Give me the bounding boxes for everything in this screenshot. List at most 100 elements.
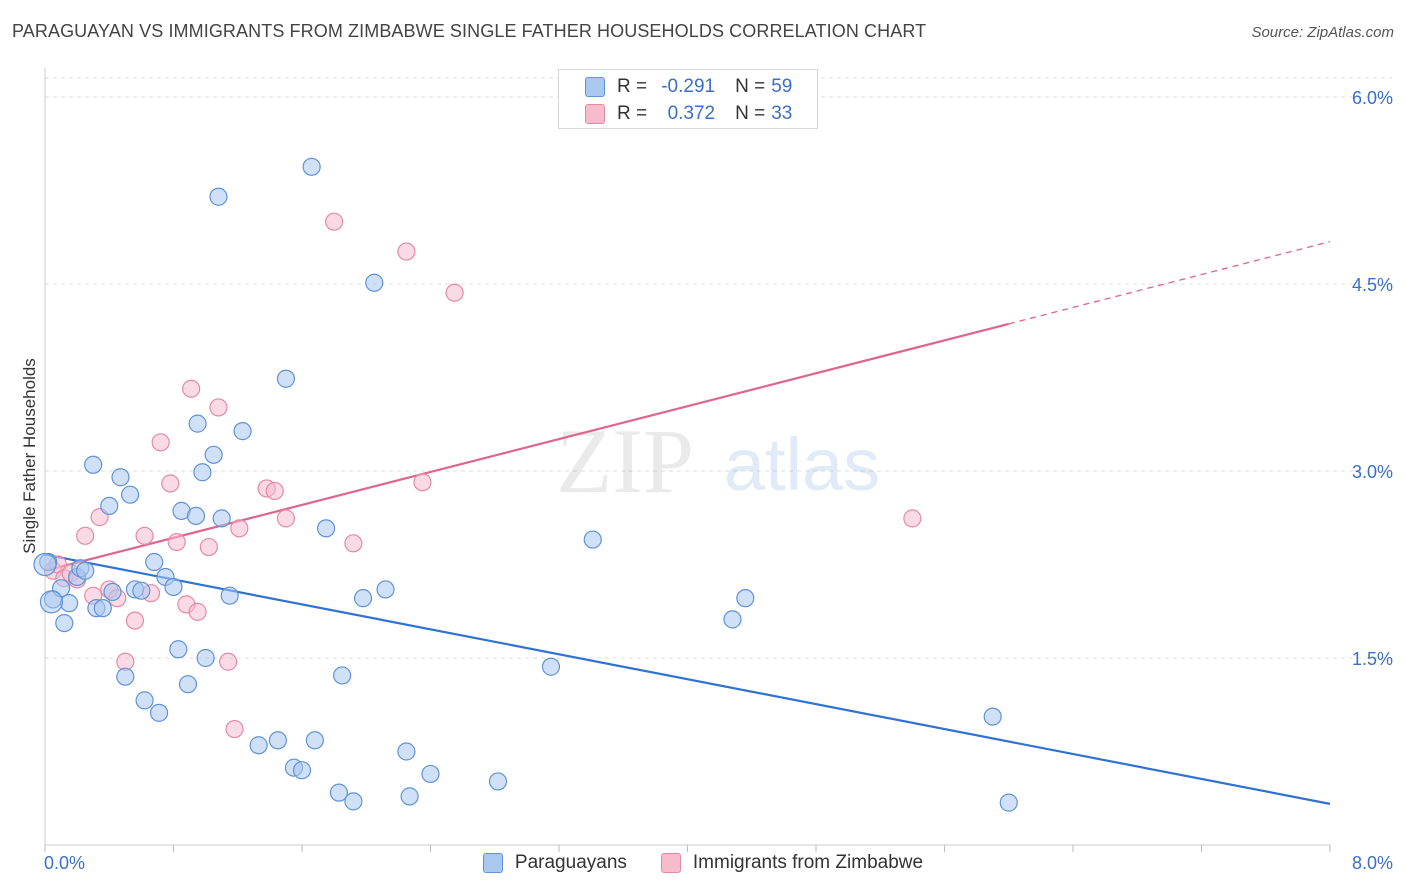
x-tick-label: 0.0%	[44, 853, 85, 873]
paraguayans-point	[249, 736, 268, 755]
legend-n-label: N =	[735, 76, 766, 97]
paraguayans-point	[100, 496, 119, 516]
legend-r-value: -0.291	[661, 76, 716, 97]
series-swatch-pink	[660, 853, 681, 873]
zimbabwe-point	[225, 719, 244, 739]
paraguayans-point	[33, 552, 57, 577]
paraguayans-point	[204, 445, 223, 464]
paraguayans-point	[188, 414, 207, 433]
zimbabwe-point	[413, 473, 432, 492]
legend-swatch-pink	[585, 104, 605, 124]
y-axis-label: Single Father Households	[20, 358, 39, 554]
correlation-legend: R = -0.291 N = 59 R = 0.372 N = 33	[558, 69, 818, 129]
paraguayans-point	[329, 783, 349, 802]
zimbabwe-point	[344, 534, 363, 553]
zimbabwe-point	[199, 537, 218, 557]
zimbabwe-point	[445, 283, 464, 302]
legend-row-zimbabwe: R = 0.372 N = 33	[585, 102, 792, 126]
paraguayans-point	[93, 599, 112, 618]
paraguayans-point	[233, 422, 252, 441]
zimbabwe-point	[903, 509, 922, 528]
paraguayans-point	[212, 509, 231, 528]
y-tick-label: 1.5%	[1352, 649, 1393, 669]
paraguayans-point	[316, 519, 336, 538]
paraguayans-point	[116, 667, 135, 686]
paraguayans-point	[583, 530, 602, 549]
zimbabwe-point	[188, 602, 207, 621]
legend-swatch-blue	[585, 77, 605, 97]
paraguayans-point	[292, 761, 312, 780]
x-tick-label: 8.0%	[1352, 853, 1393, 873]
paraguayans-point	[353, 589, 373, 608]
series-legend: Paraguayans Immigrants from Zimbabwe	[0, 852, 1406, 874]
paraguayans-point	[121, 485, 140, 504]
paraguayans-point	[164, 577, 183, 597]
legend-n-value: 59	[771, 76, 793, 97]
zimbabwe-point	[125, 611, 145, 630]
paraguayans-point	[983, 707, 1002, 726]
paraguayans-point	[488, 772, 508, 791]
paraguayans-point	[135, 691, 154, 710]
zimbabwe-point	[182, 379, 201, 398]
source-credit: Source: ZipAtlas.com	[1251, 24, 1394, 41]
paraguayans-point	[145, 552, 164, 572]
y-tick-label: 3.0%	[1352, 462, 1393, 482]
series-legend-paraguayans[interactable]: Paraguayans	[482, 852, 627, 874]
paraguayans-trend-line	[44, 553, 1331, 805]
series-legend-label: Immigrants from Zimbabwe	[692, 852, 924, 873]
axes	[44, 68, 1331, 852]
paraguayans-point	[541, 657, 561, 676]
tick-labels: 1.5% 3.0% 4.5% 6.0% 0.0% 8.0%	[44, 88, 1393, 873]
zimbabwe-trend-extension	[1008, 240, 1331, 325]
paraguayans-point	[220, 586, 239, 605]
paraguayans-point	[186, 506, 206, 525]
paraguayans-point	[999, 793, 1018, 812]
zimbabwe-point	[135, 526, 154, 545]
zimbabwe-point	[276, 509, 296, 528]
paraguayans-point	[400, 787, 419, 806]
grid-lines	[45, 77, 1392, 659]
zimbabwe-point	[151, 433, 170, 452]
watermark-zip: ZIP	[556, 410, 694, 512]
watermark: ZIP atlas	[556, 410, 880, 512]
zimbabwe-point	[167, 532, 186, 552]
paraguayans-point	[302, 157, 321, 176]
paraguayans-point	[723, 610, 742, 629]
zimbabwe-point	[397, 242, 416, 261]
zimbabwe-point	[219, 652, 238, 671]
legend-n-value: 33	[771, 103, 793, 124]
zimbabwe-point	[161, 474, 180, 493]
zimbabwe-point	[325, 212, 344, 231]
y-tick-label: 6.0%	[1352, 88, 1393, 108]
paraguayans-point	[193, 463, 212, 482]
zimbabwe-point	[76, 526, 95, 545]
paraguayans-point	[178, 675, 198, 694]
data-points	[33, 157, 1018, 812]
paraguayans-point	[84, 455, 103, 474]
paraguayans-point	[111, 468, 130, 487]
legend-r-label: R =	[617, 76, 648, 97]
paraguayans-point	[333, 666, 352, 685]
trend-lines	[44, 240, 1331, 805]
paraguayans-point	[268, 731, 288, 750]
legend-n-label: N =	[735, 103, 766, 124]
watermark-atlas: atlas	[724, 423, 880, 506]
legend-r-value: 0.372	[667, 103, 716, 124]
paraguayans-point	[103, 582, 122, 602]
series-swatch-blue	[482, 853, 503, 873]
paraguayans-point	[209, 187, 228, 206]
paraguayans-point	[276, 369, 296, 388]
paraguayans-point	[365, 273, 384, 292]
legend-r-label: R =	[617, 103, 648, 124]
paraguayans-point	[59, 594, 79, 613]
legend-row-paraguayans: R = -0.291 N = 59	[585, 75, 792, 99]
zimbabwe-point	[209, 398, 228, 417]
paraguayans-point	[149, 703, 169, 722]
series-legend-zimbabwe[interactable]: Immigrants from Zimbabwe	[660, 852, 924, 874]
series-legend-label: Paraguayans	[514, 852, 627, 873]
paraguayans-point	[55, 613, 74, 633]
paraguayans-point	[376, 580, 395, 599]
paraguayans-point	[196, 648, 215, 668]
paraguayans-point	[736, 589, 755, 608]
